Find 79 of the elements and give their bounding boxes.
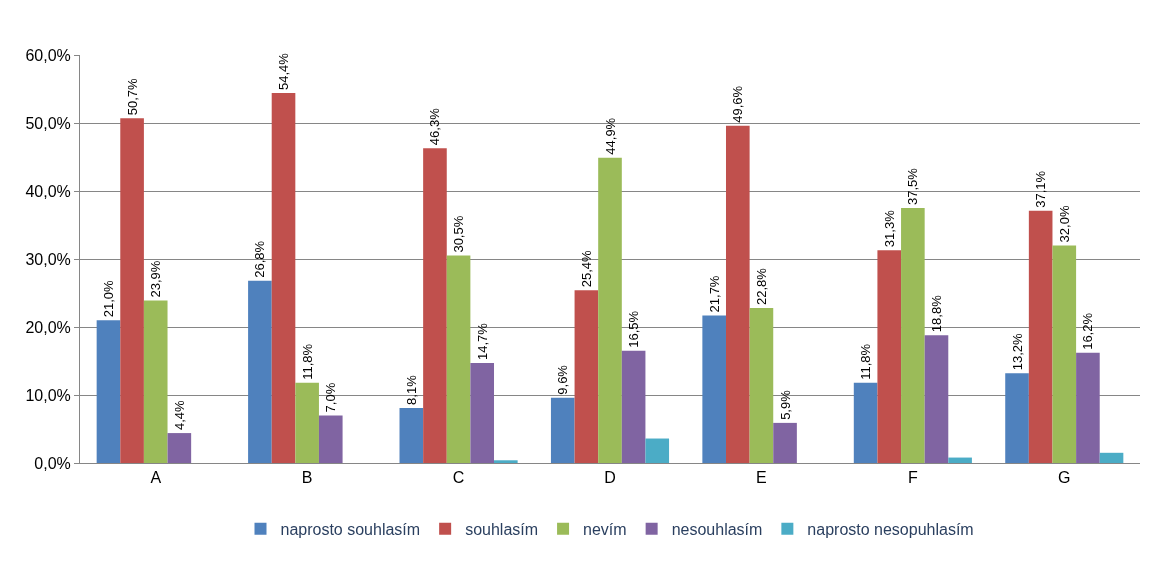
data-label: 5,9% (777, 389, 793, 420)
data-label: 32,0% (1056, 205, 1072, 243)
y-tick-label: 30,0% (25, 250, 71, 268)
data-label: 46,3% (427, 107, 443, 146)
data-label: 4,4% (171, 400, 187, 431)
bar (167, 433, 192, 463)
data-label: 21,0% (100, 279, 116, 318)
legend-label: nesouhlasím (671, 521, 763, 539)
data-label: 11,8% (858, 343, 874, 380)
bar (853, 382, 878, 463)
bar (1028, 210, 1053, 463)
bar (143, 300, 168, 463)
y-tick-label: 20,0% (25, 318, 71, 336)
data-label: 18,8% (928, 294, 944, 333)
data-label: 31,3% (881, 209, 897, 248)
data-label: 37,5% (905, 167, 921, 205)
bar (120, 118, 144, 463)
data-label: 22,8% (753, 267, 769, 305)
data-label: 21,7% (706, 275, 722, 313)
bar (598, 157, 622, 463)
bar (1099, 452, 1124, 463)
bar (271, 93, 296, 463)
data-label: 49,6% (730, 85, 746, 123)
data-label: 30,5% (451, 215, 467, 253)
data-label: 37,1% (1033, 170, 1049, 208)
data-label: 25,4% (578, 249, 594, 288)
bar (550, 397, 575, 463)
bar (96, 320, 121, 463)
data-label: 23,9% (148, 260, 164, 298)
bar (645, 438, 670, 463)
bar (1052, 245, 1077, 463)
bar (1076, 352, 1100, 463)
x-tick-label: G (1058, 469, 1071, 487)
data-label: 26,8% (252, 240, 268, 278)
data-label: 11,8% (299, 343, 315, 380)
x-tick-label: D (604, 469, 616, 487)
y-tick-label: 10,0% (25, 386, 71, 404)
bar (702, 315, 726, 463)
bar (749, 307, 774, 463)
data-label: 16,2% (1080, 312, 1096, 350)
bar (948, 457, 972, 463)
y-tick-label: 0,0% (34, 454, 71, 472)
bar (773, 422, 797, 463)
bar (574, 290, 599, 463)
legend-label: souhlasím (465, 521, 539, 539)
y-tick-label: 40,0% (25, 182, 71, 200)
x-tick-label: C (452, 469, 465, 487)
bar (725, 125, 750, 463)
data-label: 7,0% (323, 382, 339, 413)
bar (446, 255, 471, 463)
bar (494, 460, 518, 463)
bar (924, 335, 949, 463)
data-label: 8,1% (403, 374, 419, 405)
data-label: 54,4% (276, 52, 292, 91)
bar (423, 148, 447, 463)
y-tick-label: 50,0% (25, 114, 71, 132)
data-label: 9,6% (555, 364, 571, 395)
data-label: 14,7% (474, 322, 490, 361)
data-label: 16,5% (626, 310, 642, 348)
x-tick-label: A (150, 469, 162, 487)
bar (248, 280, 272, 463)
bar (901, 208, 925, 463)
legend-label: naprosto souhlasím (280, 521, 421, 539)
bar (470, 363, 495, 463)
x-tick-label: E (756, 469, 767, 487)
data-label: 13,2% (1009, 332, 1025, 371)
bar (399, 407, 424, 463)
bar (877, 250, 902, 463)
data-label: 44,9% (602, 117, 618, 155)
legend-label: nevím (583, 521, 627, 539)
data-label: 50,7% (124, 77, 140, 116)
bar (621, 350, 646, 463)
legend-label: naprosto nesopuhlasím (807, 521, 974, 539)
bar (295, 382, 319, 463)
bar (318, 415, 343, 463)
y-tick-label: 60,0% (25, 46, 71, 64)
x-tick-label: B (301, 469, 313, 487)
bar (1005, 373, 1029, 463)
x-tick-label: F (907, 469, 918, 487)
